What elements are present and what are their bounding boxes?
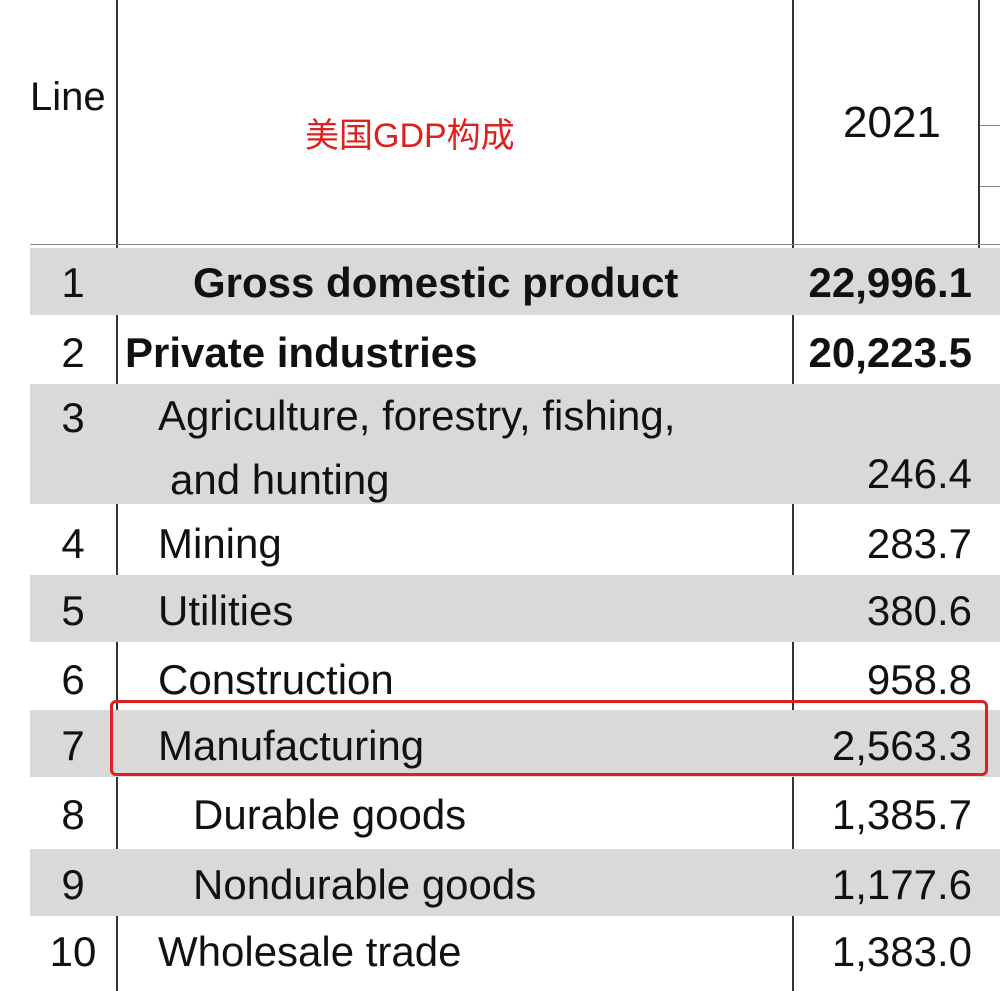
table-row: 3 Agriculture, forestry, fishing, and hu… (30, 384, 1000, 504)
table-row: 5 Utilities 380.6 (30, 575, 1000, 642)
row-line-number: 4 (61, 520, 85, 567)
row-label: Gross domestic product (193, 259, 679, 306)
row-line-number: 3 (61, 394, 85, 441)
row-value: 1,385.7 (831, 791, 972, 838)
table-row: 4 Mining 283.7 (30, 504, 1000, 574)
row-label: Private industries (125, 329, 478, 376)
table-row: 8 Durable goods 1,385.7 (30, 777, 1000, 848)
row-line-number: 5 (61, 587, 85, 634)
row-value: 2,563.3 (831, 722, 972, 769)
row-line-number: 2 (61, 329, 85, 376)
row-label: Agriculture, forestry, fishing, (158, 392, 676, 439)
row-label: Wholesale trade (158, 928, 462, 975)
row-label: Construction (158, 656, 394, 703)
row-line-number: 10 (49, 928, 97, 975)
column-divider-right (978, 0, 980, 250)
edge-mark (980, 186, 1000, 187)
table-row: 2 Private industries 20,223.5 (30, 315, 1000, 384)
table-title: 美国GDP构成 (305, 117, 515, 155)
manufacturing-highlight-box (110, 700, 988, 776)
table-row: 10 Wholesale trade 1,383.0 (30, 916, 1000, 991)
row-line-number: 7 (61, 722, 85, 769)
row-value: 20,223.5 (808, 329, 973, 376)
row-value: 1,383.0 (831, 928, 972, 975)
row-label: Durable goods (193, 791, 467, 838)
row-label: Utilities (158, 587, 294, 634)
row-value: 380.6 (866, 587, 972, 634)
row-value: 1,177.6 (831, 861, 972, 908)
edge-mark (980, 125, 1000, 126)
table-row: 6 Construction 958.8 (30, 642, 1000, 710)
table-row: 7 Manufacturing 2,563.3 (30, 710, 1000, 777)
row-label: Mining (158, 520, 282, 567)
row-line-number: 9 (61, 861, 85, 908)
row-line-number: 6 (61, 656, 85, 703)
row-value: 283.7 (866, 520, 972, 567)
row-value: 246.4 (866, 450, 972, 497)
row-label-continued: and hunting (170, 456, 390, 503)
row-line-number: 1 (61, 259, 85, 306)
header-line-label: Line (30, 75, 106, 119)
table-row: 1 Gross domestic product 22,996.1 (30, 248, 1000, 315)
row-value: 958.8 (866, 656, 972, 703)
header-rule (30, 244, 1000, 245)
row-label: Nondurable goods (193, 861, 537, 908)
table-row: 9 Nondurable goods 1,177.6 (30, 849, 1000, 916)
row-value: 22,996.1 (808, 259, 973, 306)
row-label: Manufacturing (158, 722, 425, 769)
header-year: 2021 (843, 98, 941, 147)
row-line-number: 8 (61, 791, 85, 838)
